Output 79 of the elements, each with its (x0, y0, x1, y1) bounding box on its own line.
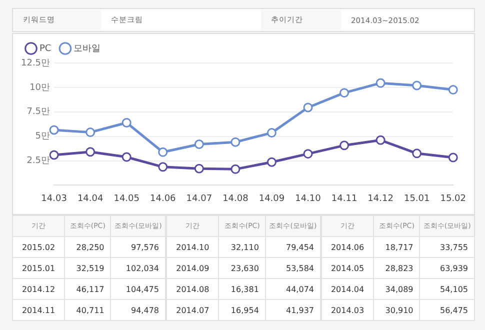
point (230, 137, 240, 147)
text: 94,478 (110, 300, 166, 320)
text: 23,630 (218, 258, 266, 278)
point (412, 148, 422, 158)
legend-label: 모바일 (74, 44, 101, 54)
text: 2014.06 (322, 236, 374, 258)
text: 2014.12 (12, 278, 65, 300)
text: 79,454 (265, 236, 320, 258)
y-tick-label: 2.5만 (26, 156, 50, 166)
text: 2015.01 (12, 258, 65, 278)
point (49, 125, 59, 135)
text: 54,105 (420, 278, 474, 300)
point (194, 164, 204, 174)
text: 2014.10 (166, 236, 219, 258)
text: 34,089 (374, 278, 420, 300)
point (266, 157, 276, 167)
text: 102,034 (110, 258, 166, 278)
point (266, 128, 276, 138)
y-tick-label: 5만 (35, 132, 50, 142)
x-tick-label: 14.06 (150, 194, 176, 204)
x-tick-label: 14.11 (331, 194, 358, 204)
text: 46,117 (64, 278, 111, 300)
x-tick-label: 14.10 (295, 194, 322, 204)
text: 28,250 (64, 236, 111, 258)
point (340, 140, 350, 150)
x-tick-label: 14.04 (77, 194, 104, 204)
text: 2014.03 (322, 300, 374, 320)
text: 30,910 (374, 300, 420, 320)
text: 104,475 (110, 278, 166, 300)
point (158, 162, 168, 172)
text: 2014.04 (322, 278, 374, 300)
point (303, 102, 313, 112)
point (86, 128, 96, 138)
y-tick-label: 10만 (30, 82, 50, 93)
x-tick-label: 14.08 (222, 194, 249, 204)
text: 56,475 (420, 300, 474, 320)
text: 2014.05 (322, 258, 374, 278)
x-tick-label: 14.03 (41, 194, 67, 204)
point (340, 88, 350, 98)
text: 40,711 (64, 300, 111, 320)
text: 2015.02 (12, 236, 65, 258)
x-tick-label: 15.01 (404, 194, 430, 204)
text: 16,954 (218, 300, 266, 320)
text: 2014.08 (166, 278, 219, 300)
text: 2014.09 (166, 258, 219, 278)
x-tick-label: 14.05 (114, 194, 140, 204)
point (158, 147, 168, 157)
point (194, 139, 204, 149)
text: 2014.07 (166, 300, 219, 320)
point (303, 149, 313, 159)
text: 2014.11 (12, 300, 65, 320)
text: 16,381 (218, 278, 266, 300)
text: 32,110 (218, 236, 266, 258)
x-tick-label: 14.07 (186, 194, 212, 204)
text: 28,823 (374, 258, 420, 278)
y-tick-label: 12.5만 (20, 58, 50, 68)
point (122, 118, 132, 128)
text: 41,937 (265, 300, 320, 320)
point (230, 164, 240, 174)
point (376, 135, 386, 145)
point (412, 80, 422, 90)
text: 44,074 (265, 278, 320, 300)
text: 32,519 (64, 258, 111, 278)
point (448, 152, 458, 162)
point (49, 150, 59, 160)
point (448, 85, 458, 95)
y-tick-label: 7.5만 (26, 107, 50, 118)
text: 97,576 (110, 236, 166, 258)
text: 53,584 (265, 258, 320, 278)
legend-label: PC (40, 44, 52, 54)
x-tick-label: 15.02 (440, 194, 466, 204)
point (122, 152, 132, 162)
point (86, 147, 96, 157)
text: 33,755 (420, 236, 474, 258)
text: 63,939 (420, 258, 474, 278)
x-tick-label: 14.09 (258, 194, 285, 204)
text: 18,717 (374, 236, 420, 258)
x-tick-label: 14.12 (368, 194, 394, 204)
point (376, 78, 386, 88)
